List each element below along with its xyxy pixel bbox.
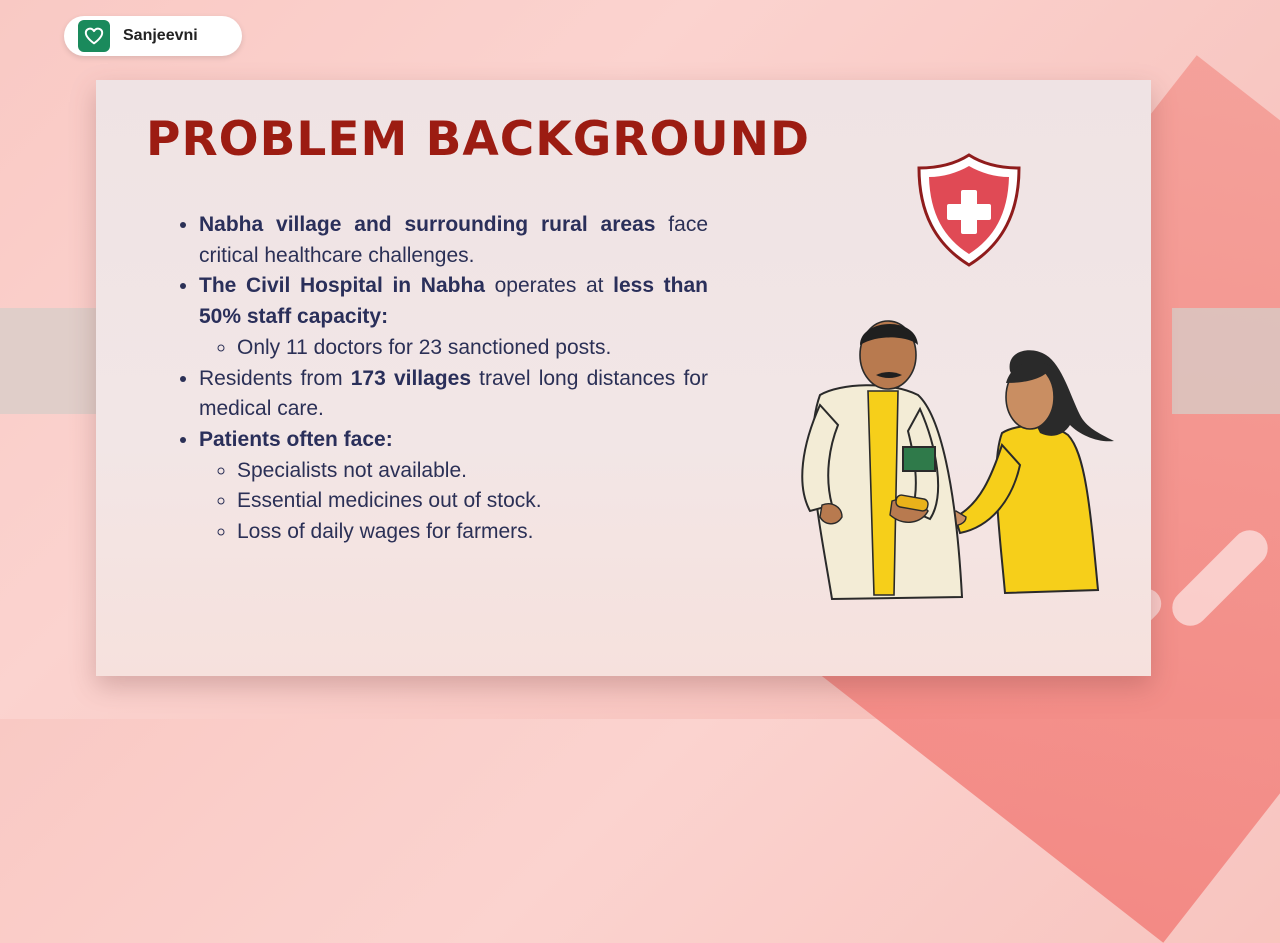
list-item: Loss of daily wages for farmers. — [237, 517, 708, 548]
brand-name: Sanjeevni — [123, 27, 198, 44]
list-item: Essential medicines out of stock. — [237, 486, 708, 517]
list-item: Residents from 173 villages travel long … — [199, 364, 708, 425]
bullet-list: Nabha village and surrounding rural area… — [178, 210, 708, 548]
tape-left — [0, 308, 100, 414]
list-item: Nabha village and surrounding rural area… — [199, 210, 708, 271]
list-item: Patients often face: Specialists not ava… — [199, 425, 708, 548]
tape-right — [1172, 308, 1280, 414]
shield-cross-icon — [917, 153, 1021, 267]
list-item: Specialists not available. — [237, 456, 708, 487]
heart-icon — [78, 20, 110, 52]
brand-badge[interactable]: Sanjeevni — [64, 16, 242, 56]
list-item: Only 11 doctors for 23 sanctioned posts. — [237, 333, 708, 364]
list-item: The Civil Hospital in Nabha operates at … — [199, 271, 708, 363]
page-title: PROBLEM BACKGROUND — [146, 112, 810, 167]
doctor-and-patient-illustration — [801, 320, 1114, 601]
